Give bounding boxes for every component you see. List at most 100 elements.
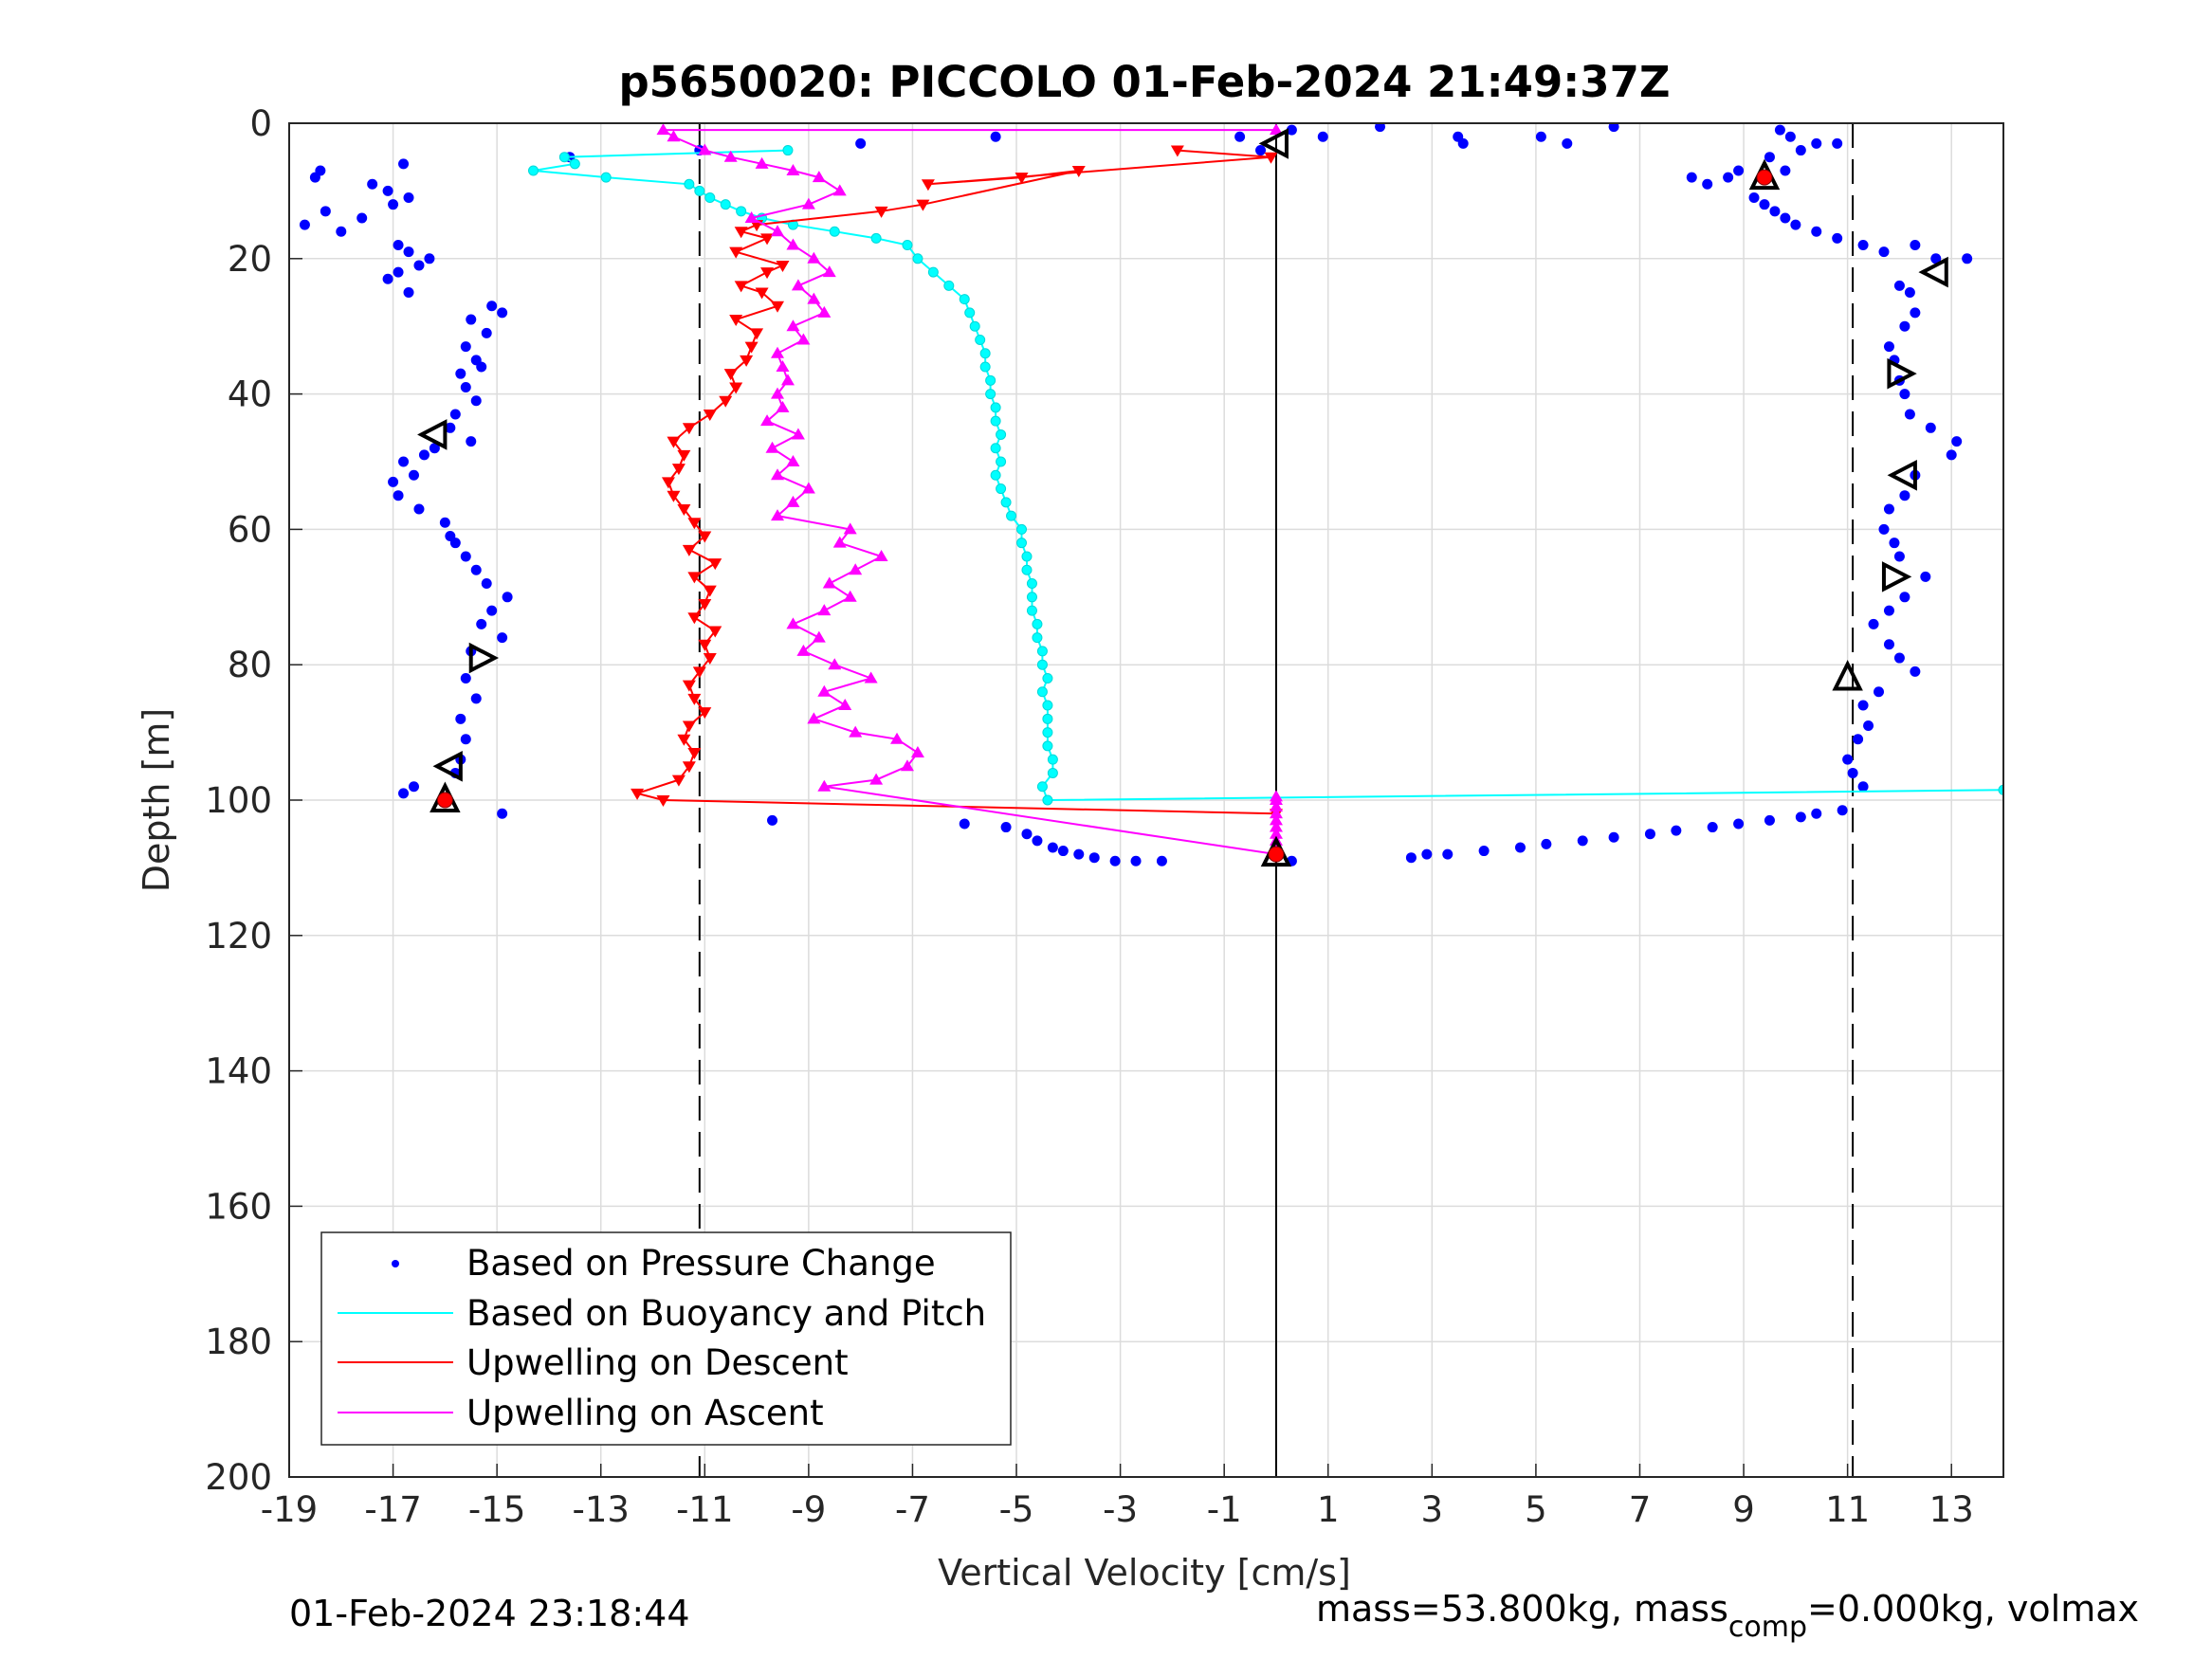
x-tick-label: -17 [364,1489,421,1530]
data-point [780,374,795,386]
data-point [1780,165,1791,176]
data-point [470,693,482,704]
data-point [719,395,733,408]
data-point [1375,123,1386,133]
data-point [975,334,986,345]
data-point [393,240,404,251]
data-point [1057,846,1069,857]
data-point [1795,145,1806,156]
x-tick-label: 9 [1732,1489,1755,1530]
data-point [1269,800,1283,812]
data-point [990,469,1001,481]
data-point [687,572,702,584]
data-point [677,503,691,516]
event-marker-red-dot [1756,169,1773,186]
data-point [916,199,930,211]
data-point [744,341,759,354]
data-point [698,143,712,155]
data-point [698,639,712,651]
data-point [870,232,882,244]
data-point [1032,618,1043,629]
data-point [1016,523,1028,535]
data-point [1021,564,1033,575]
data-point [776,360,790,373]
data-point [682,680,696,692]
data-point [476,618,487,629]
data-point [1608,831,1619,843]
data-point [1026,605,1037,616]
data-point [667,436,681,448]
data-point [403,287,414,298]
data-point [1769,206,1781,217]
data-point [1042,700,1053,711]
event-marker-triangle-left-open [1887,459,1917,491]
data-point [767,814,778,826]
data-point [1910,665,1921,677]
data-point [1130,855,1142,866]
x-tick-label: -5 [999,1489,1034,1530]
data-point [874,549,888,561]
y-tick-label: 80 [228,645,272,685]
data-point [1042,740,1053,752]
data-point [1047,754,1058,765]
data-point [990,443,1001,454]
data-point [631,788,645,800]
x-tick-label: -11 [676,1489,733,1530]
data-point [1832,137,1843,149]
data-point [959,818,970,830]
data-point [569,158,580,170]
data-point [398,158,410,170]
data-point [497,632,508,644]
data-point [408,469,419,481]
data-point [807,292,821,304]
data-point [1514,842,1526,853]
series-group [299,123,2003,866]
data-point [1269,807,1283,819]
event-marker-triangle-right-open [1887,357,1917,390]
data-point [1893,652,1905,664]
data-point [1042,727,1053,738]
data-point [996,428,1007,440]
x-tick-label: -15 [468,1489,525,1530]
series-based-on-buoyancy-and-pitch [528,145,2003,806]
data-point [667,130,681,142]
data-point [729,315,743,327]
data-point [843,522,857,535]
data-point [1883,503,1894,515]
data-point [1811,808,1822,819]
y-tick-label: 180 [205,1322,272,1362]
x-tick-label: -19 [261,1489,318,1530]
data-point [1071,165,1086,177]
y-tick-label: 100 [205,780,272,821]
data-point [864,671,878,684]
data-point [822,576,836,589]
data-point [1857,781,1869,793]
event-marker-triangle-right-open [1881,561,1912,592]
data-point [439,517,450,528]
data-point [682,720,696,733]
data-point [677,734,691,746]
data-point [1748,192,1760,204]
data-point [1234,131,1246,142]
data-point [486,605,498,616]
event-marker-triangle-left-open [1918,256,1948,288]
data-point [1899,389,1910,400]
data-point [687,693,702,705]
data-point [910,746,924,758]
data-point [1910,240,1921,251]
data-point [1784,131,1796,142]
data-point [734,227,748,239]
series-upwelling-on-ascent [656,123,1283,860]
series-upwelling-on-descent [631,145,1283,821]
data-point [849,725,863,738]
event-marker-triangle-up-open [1832,660,1863,691]
y-tick-label: 160 [205,1186,272,1227]
data-point [600,172,612,183]
data-point [1478,846,1490,857]
data-point [755,287,769,300]
data-point [1925,422,1936,433]
y-tick-label: 0 [249,103,272,144]
data-point [667,490,681,502]
data-point [791,279,805,291]
